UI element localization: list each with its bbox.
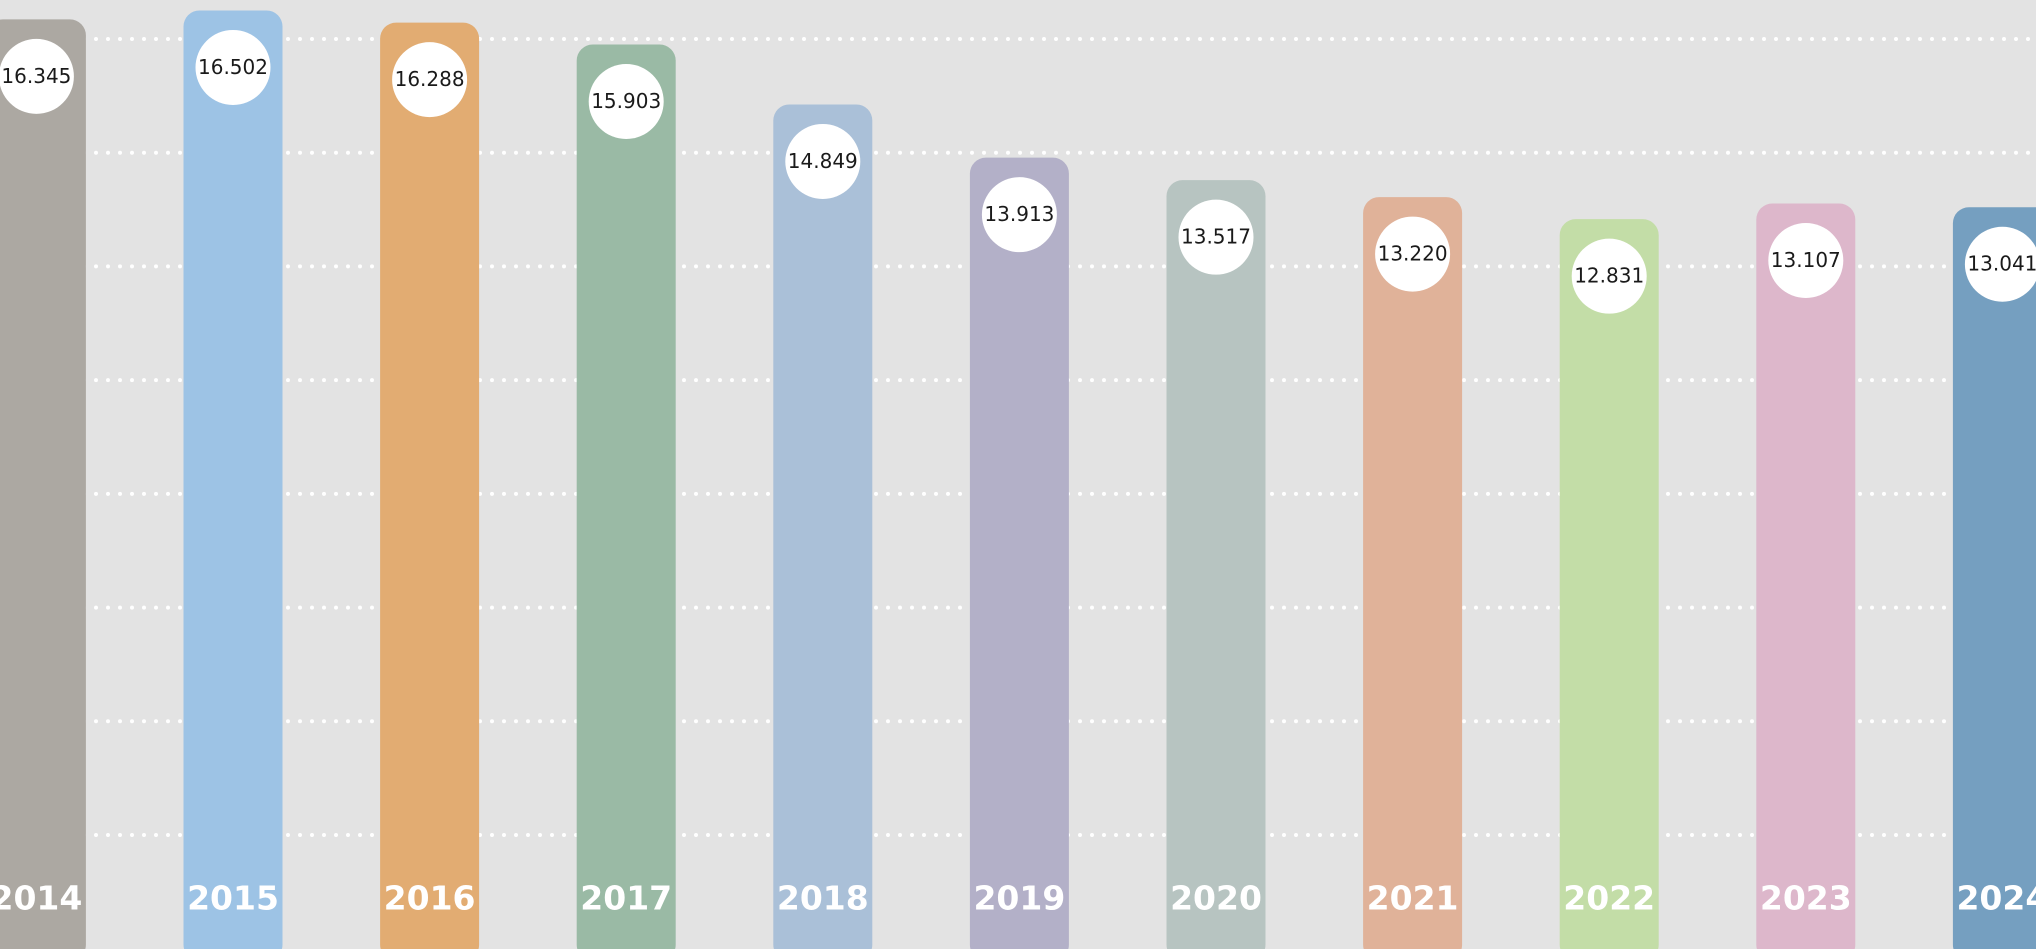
bar bbox=[1166, 180, 1266, 949]
value-badge bbox=[1964, 226, 2036, 302]
category-label: 2017 bbox=[580, 879, 672, 918]
category-label: 2014 bbox=[0, 879, 82, 918]
bar bbox=[1952, 207, 2036, 949]
value-badge bbox=[392, 42, 468, 118]
value-label: 13.041 bbox=[1967, 252, 2036, 276]
bar bbox=[773, 104, 873, 949]
bar bbox=[969, 157, 1069, 949]
category-label: 2024 bbox=[1956, 879, 2036, 918]
value-badge bbox=[0, 38, 74, 114]
value-label: 13.517 bbox=[1181, 225, 1251, 249]
category-label: 2018 bbox=[777, 879, 869, 918]
value-badge bbox=[1571, 238, 1647, 314]
value-badge bbox=[1768, 222, 1844, 298]
value-label: 12.831 bbox=[1574, 264, 1644, 288]
value-badge bbox=[1178, 199, 1254, 275]
category-label: 2022 bbox=[1563, 879, 1655, 918]
category-label: 2019 bbox=[973, 879, 1065, 918]
value-badge bbox=[785, 123, 861, 199]
bar bbox=[0, 19, 86, 949]
value-label: 13.220 bbox=[1378, 242, 1448, 266]
value-label: 16.288 bbox=[395, 67, 465, 91]
value-badge bbox=[588, 64, 664, 140]
value-label: 14.849 bbox=[788, 149, 858, 173]
bar bbox=[183, 10, 283, 949]
category-label: 2016 bbox=[384, 879, 476, 918]
bar bbox=[1363, 197, 1463, 949]
value-label: 15.903 bbox=[591, 89, 661, 113]
category-label: 2020 bbox=[1170, 879, 1262, 918]
bar bbox=[576, 44, 676, 949]
bar bbox=[380, 22, 480, 949]
bar bbox=[1756, 203, 1856, 949]
value-badge bbox=[195, 29, 271, 105]
value-label: 13.913 bbox=[984, 202, 1054, 226]
value-badge bbox=[1375, 216, 1451, 292]
category-label: 2023 bbox=[1760, 879, 1852, 918]
value-label: 13.107 bbox=[1771, 248, 1841, 272]
bar bbox=[1559, 219, 1659, 949]
category-label: 2021 bbox=[1367, 879, 1459, 918]
value-badge bbox=[981, 177, 1057, 253]
value-label: 16.502 bbox=[198, 55, 268, 79]
value-label: 16.345 bbox=[1, 64, 71, 88]
category-label: 2015 bbox=[187, 879, 279, 918]
bars: 16.345 2014 16.502 2015 16.288 2016 15.903 2017… bbox=[0, 10, 2036, 949]
